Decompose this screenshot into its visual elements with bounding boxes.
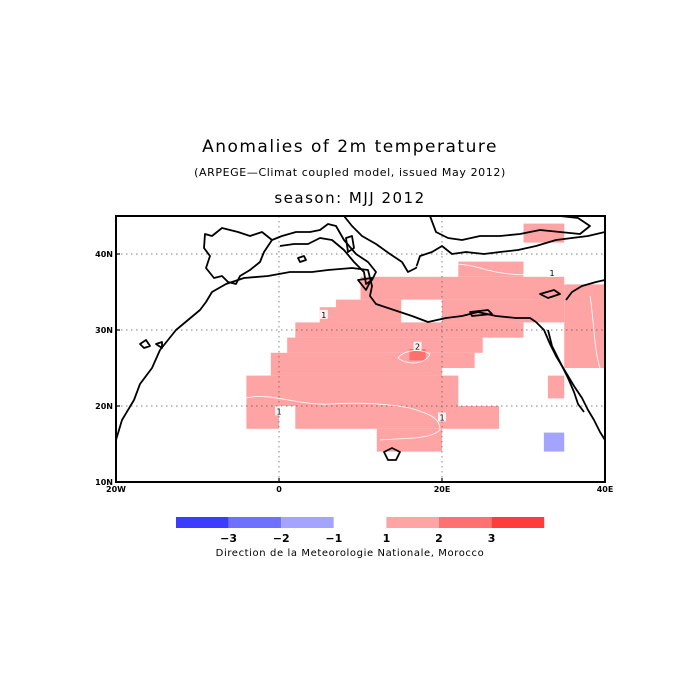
- anomaly-cell: [409, 349, 426, 361]
- season-label: season: MJJ 2012: [274, 189, 426, 207]
- legend-label: −2: [273, 532, 290, 545]
- island-sardinia: [345, 235, 355, 253]
- anomaly-cell: [246, 375, 459, 406]
- legend-swatch: [281, 517, 334, 528]
- lon-tick-label: 40E: [597, 485, 614, 494]
- anomaly-cell: [360, 276, 565, 300]
- island-balearic: [297, 255, 307, 263]
- legend-swatch: [439, 517, 492, 528]
- map-subtitle: (ARPEGE—Climat coupled model, issued May…: [194, 166, 506, 179]
- lon-tick-label: 20W: [106, 485, 126, 494]
- anomaly-cell: [564, 284, 605, 368]
- coastline-black-sea: [429, 216, 591, 241]
- anomaly-cells: [246, 223, 605, 452]
- contour-label: 1: [321, 311, 326, 320]
- island-cyprus: [539, 289, 561, 299]
- anomaly-cell: [295, 406, 500, 429]
- contour-lines: [245, 263, 601, 441]
- anomaly-cell: [295, 322, 524, 338]
- coastline-red-sea-west: [547, 329, 585, 413]
- legend-swatch: [491, 517, 545, 528]
- contour-label-bg: [275, 406, 283, 416]
- contour-labels: 1 2 1 1 1: [275, 268, 557, 422]
- axis-tick-labels: 20W 0 20E 40E 10N 20N 30N 40N: [95, 250, 613, 494]
- lat-tick-label: 30N: [95, 326, 113, 335]
- grid-lines: [116, 216, 605, 482]
- coastlines: [116, 216, 605, 461]
- legend-label: −1: [325, 532, 342, 545]
- map-frame: [115, 215, 606, 483]
- legend-label: 1: [383, 532, 391, 545]
- lon-tick-label: 20E: [434, 485, 451, 494]
- coastline-europe: [203, 227, 273, 285]
- anomaly-cell: [458, 261, 524, 277]
- contour-label: 2: [415, 343, 420, 352]
- anomaly-cell: [547, 375, 565, 399]
- contour-label-bg: [438, 412, 446, 422]
- credit-line: Direction de la Meteorologie Nationale, …: [215, 548, 485, 559]
- legend-label: −3: [220, 532, 237, 545]
- lat-tick-label: 10N: [95, 478, 113, 487]
- anomaly-cell: [246, 406, 279, 429]
- coastline-france-italy: [271, 223, 377, 285]
- coastline-levant: [535, 321, 605, 441]
- legend-swatch: [228, 517, 282, 528]
- anomaly-cell: [523, 223, 565, 243]
- island-sicily: [357, 277, 373, 291]
- coastline-sahel-lake: [383, 447, 401, 461]
- anomaly-cell: [287, 337, 483, 353]
- lat-tick-label: 20N: [95, 402, 113, 411]
- legend-swatch: [176, 517, 229, 528]
- contour-label: 1: [549, 269, 554, 278]
- legend-label: 3: [488, 532, 496, 545]
- contour-label-bg: [319, 309, 328, 319]
- island-crete: [469, 309, 493, 317]
- anomaly-cell: [336, 299, 402, 323]
- coastline-adriatic-balkans: [343, 216, 605, 273]
- contour-label: 1: [439, 413, 444, 422]
- contour-label: 1: [276, 407, 281, 416]
- lat-tick-label: 40N: [95, 250, 113, 259]
- anomaly-cell: [543, 432, 565, 452]
- contour-label-bg: [413, 341, 422, 351]
- legend-swatch: [333, 517, 387, 528]
- anomaly-cell: [270, 368, 442, 376]
- axis-ticks: [115, 253, 606, 483]
- map-title: Anomalies of 2m temperature: [202, 137, 498, 157]
- legend-label: 2: [435, 532, 443, 545]
- coastline-arabia: [565, 279, 605, 301]
- contour-label-bg: [548, 268, 557, 277]
- anomaly-cell: [376, 428, 442, 452]
- lon-tick-label: 0: [276, 485, 282, 494]
- legend-swatch: [386, 517, 439, 528]
- island-canaries: [139, 339, 163, 349]
